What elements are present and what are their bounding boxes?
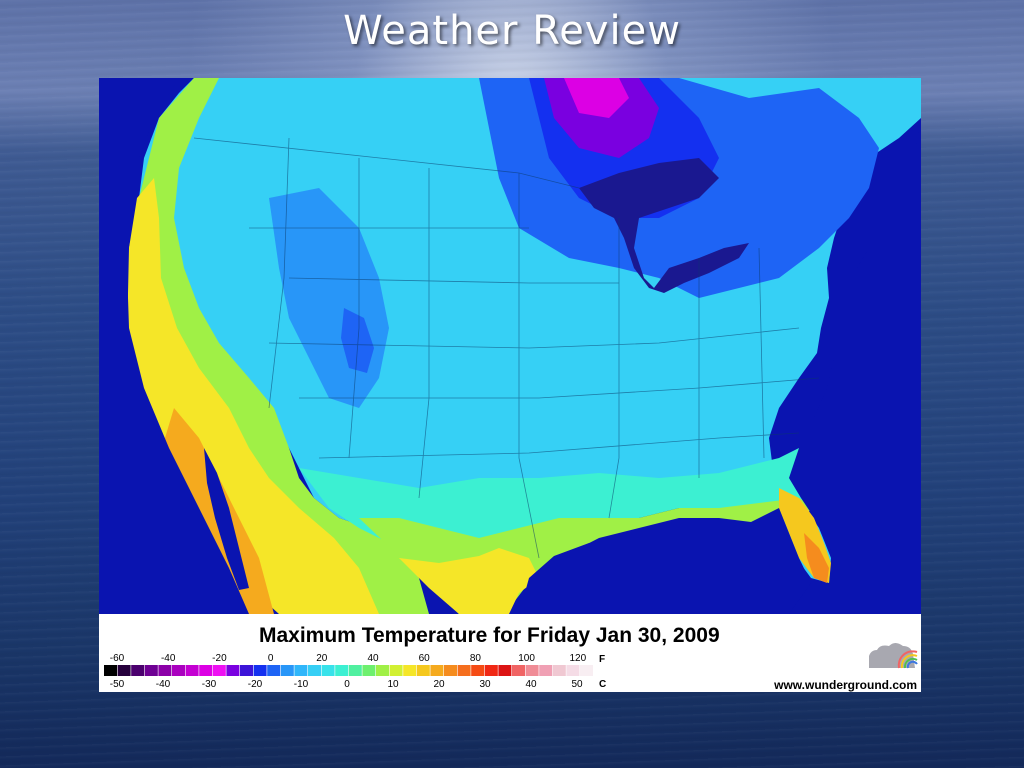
color-swatch [525,665,539,676]
fahrenheit-tick-label: -60 [110,653,125,664]
gulf-of-mexico [519,508,811,614]
color-swatch [226,665,240,676]
fahrenheit-tick-label: 60 [419,653,431,664]
celsius-tick-label: 40 [525,679,537,690]
color-swatch [416,665,430,676]
color-swatch [253,665,267,676]
color-swatch [240,665,253,676]
credit-text: www.wunderground.com [773,678,917,692]
color-swatch [321,665,335,676]
celsius-tick-label: 30 [479,679,491,690]
celsius-tick-label: 50 [571,679,583,690]
fahrenheit-tick-label: 40 [367,653,379,664]
color-swatch [403,665,417,676]
temperature-map: Maximum Temperature for Friday Jan 30, 2… [99,78,921,692]
great-lakes [579,158,749,293]
celsius-unit: C [599,679,606,690]
color-swatch [335,665,349,676]
color-swatch [471,665,485,676]
state-borders [193,137,820,559]
fahrenheit-ticks: -60 -40 -20 0 20 40 60 80 100 120 [110,653,587,664]
color-swatch [348,665,362,676]
celsius-tick-label: -40 [156,679,171,690]
fahrenheit-tick-label: 100 [518,653,535,664]
celsius-tick-label: -50 [110,679,125,690]
color-swatch [484,665,498,676]
fahrenheit-tick-label: 120 [569,653,586,664]
color-swatch [444,665,457,676]
color-swatch [389,665,403,676]
color-swatch [185,665,199,676]
celsius-tick-label: 0 [344,679,350,690]
atlantic-ocean [789,118,921,614]
celsius-tick-label: -30 [202,679,217,690]
fahrenheit-tick-label: 0 [268,653,274,664]
wunderground-logo [869,643,918,669]
colorado-cold-pocket [341,308,374,373]
florida-orange-tip [804,533,829,583]
slide-title: Weather Review [343,8,681,54]
color-swatch [580,665,593,676]
color-swatch [362,665,376,676]
fahrenheit-tick-label: -40 [161,653,176,664]
color-scale [104,665,593,676]
color-swatch [430,665,444,676]
color-swatch [144,665,158,676]
celsius-tick-label: -20 [248,679,263,690]
color-swatch [280,665,294,676]
celsius-tick-label: -10 [294,679,309,690]
color-swatch [212,665,226,676]
temperature-map-panel: Maximum Temperature for Friday Jan 30, 2… [99,78,921,692]
celsius-ticks: -50 -40 -30 -20 -10 0 10 20 30 40 50 [110,679,583,690]
color-swatch [552,665,566,676]
color-swatch [199,665,213,676]
fahrenheit-tick-label: -20 [212,653,227,664]
color-swatch [539,665,553,676]
color-swatch [376,665,389,676]
color-swatch [131,665,145,676]
color-swatch [117,665,131,676]
pacific-ocean-west [99,78,249,614]
legend-panel [99,614,921,692]
canada-magenta-core [564,78,629,118]
color-swatch [566,665,580,676]
texas-yellow-band [399,548,539,614]
celsius-tick-label: 20 [433,679,445,690]
color-swatch [104,665,117,676]
color-swatch [267,665,281,676]
legend-title: Maximum Temperature for Friday Jan 30, 2… [259,624,720,647]
fahrenheit-tick-label: 80 [470,653,482,664]
color-swatch [172,665,185,676]
fahrenheit-unit: F [599,654,605,665]
color-swatch [512,665,525,676]
color-swatch [457,665,471,676]
celsius-tick-label: 10 [387,679,399,690]
color-swatch [498,665,512,676]
color-swatch [308,665,321,676]
fahrenheit-tick-label: 20 [316,653,328,664]
gulf-of-california [204,448,249,590]
color-swatch [294,665,308,676]
color-swatch [158,665,172,676]
